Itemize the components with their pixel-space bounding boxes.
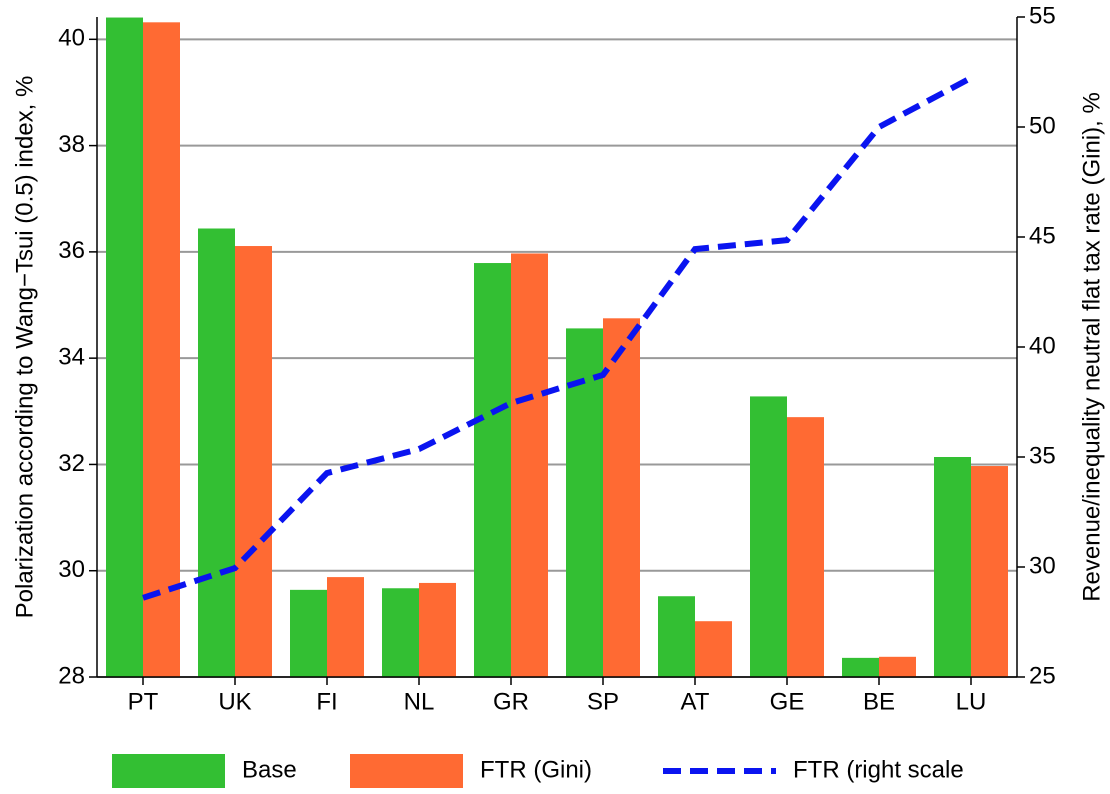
y2-tick-label: 45 xyxy=(1029,222,1056,249)
y2-tick-label: 55 xyxy=(1029,2,1056,29)
y2-tick-label: 40 xyxy=(1029,332,1056,359)
y-tick-label: 40 xyxy=(58,25,85,52)
y2-tick-label: 25 xyxy=(1029,662,1056,689)
y2-tick-label: 35 xyxy=(1029,442,1056,469)
x-tick-label: BE xyxy=(863,688,895,715)
bar xyxy=(603,318,640,677)
x-tick-label: GE xyxy=(770,688,805,715)
y-tick-label: 32 xyxy=(58,450,85,477)
bar xyxy=(787,417,824,677)
bar xyxy=(235,246,272,677)
x-tick-label: PT xyxy=(128,688,159,715)
legend-label: Base xyxy=(242,756,297,783)
bar xyxy=(474,263,511,677)
legend-label: FTR (right scale xyxy=(793,756,964,783)
bar xyxy=(750,396,787,677)
bar xyxy=(971,466,1008,677)
x-tick-label: GR xyxy=(493,688,529,715)
y-axis-title: Polarization according to Wang−Tsui (0.5… xyxy=(11,76,38,619)
legend-swatch xyxy=(112,754,225,788)
y2-axis-title: Revenue/inequality neutral flat tax rate… xyxy=(1078,92,1105,602)
x-tick-label: UK xyxy=(218,688,251,715)
legend-label: FTR (Gini) xyxy=(480,756,592,783)
bar xyxy=(327,577,364,677)
y-tick-label: 36 xyxy=(58,237,85,264)
y-tick-label: 30 xyxy=(58,556,85,583)
bar xyxy=(511,253,548,677)
x-tick-label: SP xyxy=(587,688,619,715)
bar xyxy=(879,656,916,677)
x-tick-label: NL xyxy=(404,688,435,715)
y-tick-label: 28 xyxy=(58,662,85,689)
x-tick-label: LU xyxy=(956,688,987,715)
bar xyxy=(658,596,695,677)
x-tick-label: FI xyxy=(316,688,337,715)
bar xyxy=(842,657,879,677)
bar xyxy=(934,457,971,677)
bar xyxy=(419,582,456,677)
bar xyxy=(290,589,327,677)
bar xyxy=(106,17,143,678)
y-tick-label: 34 xyxy=(58,344,85,371)
bar xyxy=(382,588,419,677)
bar xyxy=(198,228,235,677)
legend-swatch xyxy=(350,754,463,788)
x-tick-label: AT xyxy=(681,688,710,715)
line xyxy=(142,75,973,601)
y2-tick-label: 50 xyxy=(1029,112,1056,139)
bar xyxy=(695,621,732,677)
y2-tick-label: 30 xyxy=(1029,552,1056,579)
bar xyxy=(143,22,180,677)
y-tick-label: 38 xyxy=(58,131,85,158)
